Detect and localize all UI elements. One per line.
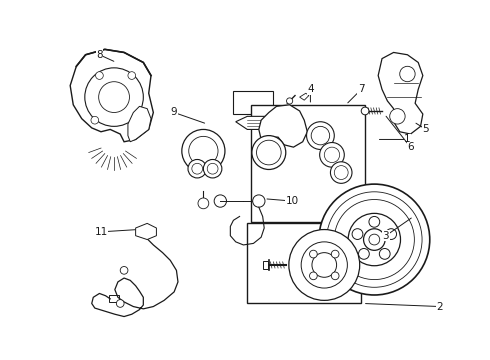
Circle shape [379,248,390,259]
Polygon shape [259,105,307,147]
Circle shape [252,136,286,170]
Polygon shape [136,223,156,239]
Circle shape [364,229,385,250]
Circle shape [307,122,334,149]
Circle shape [310,250,317,258]
Text: 9: 9 [171,108,177,117]
Circle shape [330,162,352,183]
Text: 2: 2 [437,302,443,311]
Circle shape [98,82,129,112]
Circle shape [182,130,225,172]
Circle shape [331,272,339,280]
Polygon shape [276,111,301,130]
Text: 11: 11 [95,227,108,237]
Circle shape [128,72,136,80]
Bar [233,91,273,114]
Polygon shape [378,53,423,134]
Text: 4: 4 [307,84,314,94]
Circle shape [348,213,400,266]
Circle shape [326,192,422,287]
Circle shape [291,119,296,125]
Polygon shape [300,93,309,100]
Bar [247,222,361,303]
Circle shape [324,147,340,163]
Circle shape [386,229,396,239]
Circle shape [117,300,124,307]
Circle shape [192,163,203,174]
Polygon shape [70,49,153,142]
Circle shape [319,184,430,295]
Circle shape [369,234,380,245]
Circle shape [359,248,369,259]
Circle shape [120,266,128,274]
Bar [97,60,109,68]
Circle shape [311,126,330,145]
Circle shape [334,166,348,180]
Circle shape [301,242,347,288]
Circle shape [390,109,405,124]
Circle shape [132,115,140,122]
Circle shape [310,272,317,280]
Circle shape [203,159,222,178]
Circle shape [361,107,369,115]
Circle shape [91,116,98,124]
Text: 8: 8 [96,50,103,60]
Circle shape [334,199,415,280]
Circle shape [289,230,360,300]
Polygon shape [236,116,272,130]
Circle shape [312,253,337,277]
Bar [109,295,120,302]
Circle shape [352,229,363,239]
Circle shape [281,116,291,125]
Circle shape [189,136,218,166]
Text: 7: 7 [358,84,365,94]
Circle shape [369,216,380,227]
Circle shape [287,98,293,104]
Circle shape [96,72,103,80]
Circle shape [188,159,206,178]
Text: 6: 6 [407,142,414,152]
Circle shape [257,140,281,165]
Circle shape [400,66,415,82]
Circle shape [253,195,265,207]
Polygon shape [263,261,268,269]
Bar [251,105,365,222]
Text: 10: 10 [285,196,298,206]
Circle shape [198,198,209,209]
Circle shape [207,163,218,174]
Text: 1: 1 [404,134,411,144]
Text: 5: 5 [422,125,429,134]
Circle shape [214,195,226,207]
Circle shape [331,250,339,258]
Circle shape [85,68,144,126]
Circle shape [319,143,344,167]
Text: 3: 3 [383,231,389,241]
Polygon shape [128,106,151,142]
